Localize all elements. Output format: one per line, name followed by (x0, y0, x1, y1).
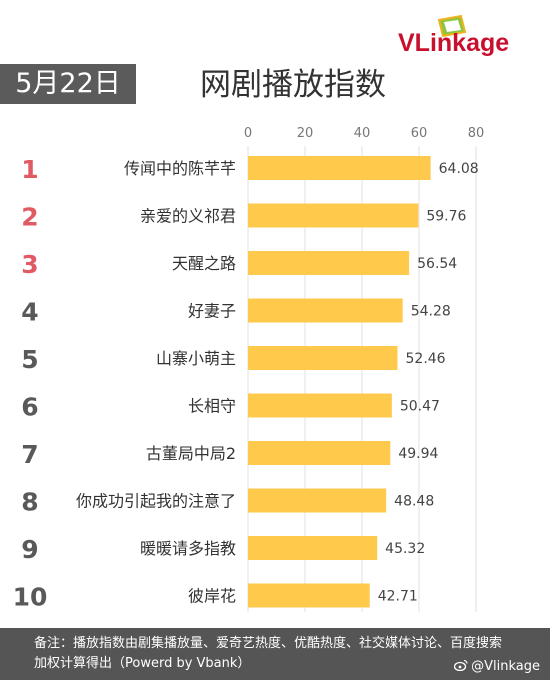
value-label: 45.32 (385, 541, 425, 557)
logo-emblem-icon (437, 14, 467, 38)
bar (248, 583, 370, 608)
category-label: 彼岸花 (188, 587, 236, 606)
category-label: 长相守 (188, 397, 236, 416)
value-label: 56.54 (417, 256, 457, 272)
value-label: 59.76 (426, 209, 466, 225)
x-tick-label: 0 (244, 126, 252, 141)
value-label: 64.08 (439, 161, 479, 177)
date-badge: 5月22日 (0, 64, 136, 104)
weibo-icon (454, 659, 468, 671)
rank-number: 1 (21, 155, 38, 184)
x-tick-label: 20 (297, 126, 314, 141)
bar (248, 346, 398, 370)
bar (248, 251, 410, 275)
value-label: 42.71 (378, 589, 418, 605)
rank-number: 5 (21, 345, 38, 374)
vlinkage-logo: VLinkage (398, 14, 528, 58)
bar (248, 536, 378, 560)
category-label: 山寨小萌主 (156, 349, 236, 368)
category-label: 天醒之路 (172, 254, 236, 273)
value-label: 49.94 (398, 446, 438, 462)
rank-number: 3 (21, 250, 38, 279)
value-label: 52.46 (406, 351, 446, 367)
value-label: 50.47 (400, 399, 440, 415)
bar (248, 298, 403, 323)
x-tick-label: 80 (468, 126, 485, 141)
bar (248, 156, 431, 180)
rank-number: 7 (21, 440, 38, 469)
category-label: 古董局中局2 (146, 444, 236, 463)
rank-number: 8 (21, 488, 38, 517)
x-tick-label: 60 (411, 126, 428, 141)
rank-number: 9 (21, 535, 38, 564)
value-label: 54.28 (411, 304, 451, 320)
category-label: 暖暖请多指教 (140, 539, 236, 558)
category-label: 传闻中的陈芊芊 (124, 159, 236, 178)
rank-number: 4 (21, 298, 38, 327)
category-label: 亲爱的义祁君 (140, 207, 236, 226)
bar-chart: 0 20 40 60 80 1 传闻中的陈芊芊 64.08 2 亲爱的义祁君 59.76 3 天醒之路 5… (13, 126, 485, 612)
bar (248, 203, 419, 228)
bar (248, 488, 387, 513)
weibo-watermark: @Vlinkage (454, 658, 540, 676)
footer-bar: 备注：播放指数由剧集播放量、爱奇艺热度、优酷热度、社交媒体讨论、百度搜索加权计算… (0, 628, 550, 680)
category-label: 你成功引起我的注意了 (76, 492, 236, 511)
bar (248, 393, 392, 418)
x-tick-label: 40 (354, 126, 371, 141)
watermark-text: @Vlinkage (471, 659, 540, 674)
footnote-text: 备注：播放指数由剧集播放量、爱奇艺热度、优酷热度、社交媒体讨论、百度搜索加权计算… (34, 636, 503, 671)
logo-text: VLinkage (398, 29, 510, 57)
rank-number: 10 (13, 583, 48, 612)
value-label: 48.48 (394, 494, 434, 510)
page-title: 网剧播放指数 (200, 67, 386, 103)
rank-number: 2 (21, 203, 38, 232)
category-label: 好妻子 (188, 302, 236, 321)
rank-number: 6 (21, 393, 38, 422)
bar (248, 441, 391, 465)
